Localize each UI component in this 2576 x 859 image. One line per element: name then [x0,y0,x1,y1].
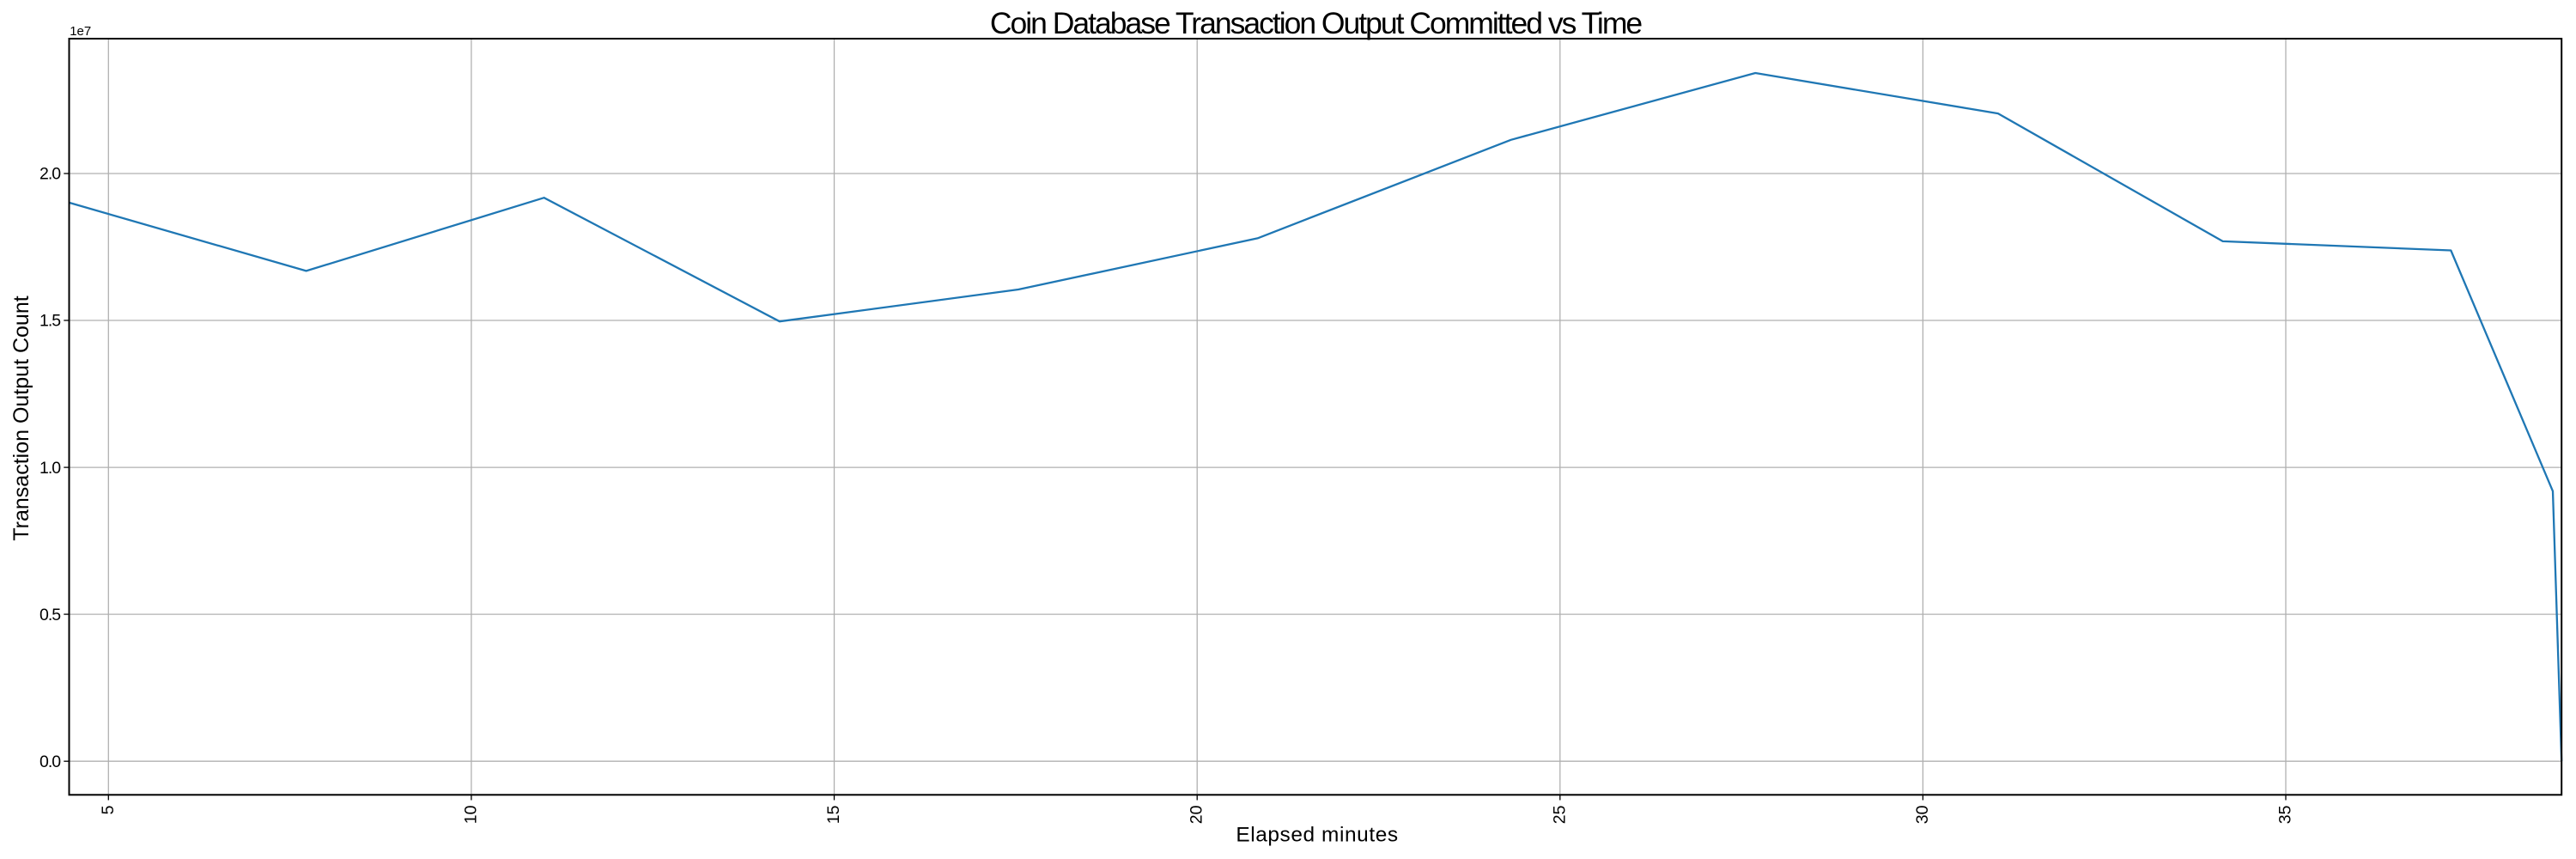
svg-text:15: 15 [824,805,843,824]
svg-text:0.5: 0.5 [39,606,61,624]
svg-text:Elapsed minutes: Elapsed minutes [1236,823,1398,846]
svg-text:Coin Database Transaction Outp: Coin Database Transaction Output Committ… [990,6,1643,40]
svg-text:2.0: 2.0 [39,165,61,184]
svg-text:10: 10 [461,805,480,824]
svg-text:30: 30 [1913,805,1932,824]
svg-text:5: 5 [99,805,118,814]
svg-text:25: 25 [1550,805,1569,824]
svg-text:1.0: 1.0 [39,459,61,478]
svg-text:35: 35 [2276,805,2295,824]
svg-text:Transaction Output Count: Transaction Output Count [9,295,33,540]
svg-text:1e7: 1e7 [70,24,91,39]
svg-text:0.0: 0.0 [39,752,61,771]
svg-text:1.5: 1.5 [39,312,61,331]
svg-text:20: 20 [1188,805,1206,824]
